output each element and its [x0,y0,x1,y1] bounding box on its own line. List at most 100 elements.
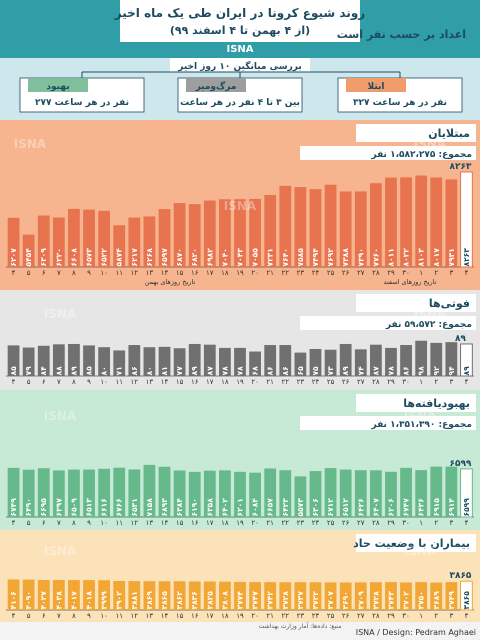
tick-label: ۲۴ [312,612,320,620]
bar-label: ۷۳ [326,366,335,376]
bar-label: ۹۸ [417,366,426,376]
bar [188,471,201,517]
bar [400,467,412,517]
tick-label: ۲۳ [297,519,305,527]
bar [158,346,171,376]
bar [294,476,307,517]
last-value-label: ۸۹ [455,334,466,344]
footer-source: منبع: داده‌ها: آمار وزارت بهداشت [259,621,342,630]
tick-label: ۲۰ [251,378,259,386]
bar [294,582,307,610]
tick-label: ۸ [72,378,76,386]
tick-label: ۴ [465,378,469,386]
tick-label: ۲۹ [387,378,395,386]
tick-label: ۲۱ [266,519,274,527]
bar-label: ۶۶۰۸ [69,248,78,267]
bar [52,344,65,376]
tick-label: ۲۲ [282,612,290,620]
summary-box-title: بهبود [46,82,69,92]
bar-label: ۳۷۲۲ [311,591,320,610]
bar-label: ۶۷۱۲ [326,498,335,517]
bar-label: ۶۷۴۷ [402,498,411,517]
watermark: ISNA [414,137,447,151]
tick-label: ۴ [465,612,469,620]
bar [460,580,473,611]
tick-label: ۲۹ [387,269,395,277]
tick-label: ۴ [465,269,469,277]
panel-total: مجموع: ۱،۵۸۲،۲۷۵ نفر [370,150,472,160]
bar-label: ۴۰۱۷ [69,591,78,610]
tick-label: ۱۵ [176,612,184,620]
bar-label: ۷۱ [115,366,124,375]
bar [68,580,80,610]
bar [294,352,307,376]
tick-label: ۲۷ [357,378,365,386]
watermark: ISNA [404,409,437,423]
bar-label: ۸۵ [85,366,94,376]
bar [400,345,412,376]
bar [279,582,292,610]
bar-label: ۷۶۹۲ [326,248,335,267]
tick-label: ۲۴ [312,519,320,527]
bar-label: ۳۸۸۱ [130,591,139,609]
tick-label: ۱۶ [191,378,199,386]
tick-label: ۲۵ [327,612,335,620]
bar-label: ۶۴۹۰ [24,498,33,516]
bar-label: ۳۸۰۸ [220,591,229,610]
tick-label: ۲۸ [372,378,380,386]
tick-label: ۲۰ [251,612,259,620]
bar [430,582,443,610]
bar-label: ۹۴ [447,366,456,376]
panel-title-box [356,124,476,142]
tick-label: ۱۷ [206,612,214,620]
panel-title: بهبودیافته‌ها [403,397,470,410]
bar [219,199,231,267]
watermark: ISNA [14,137,47,151]
bar [143,216,156,267]
agency-label: ISNA [226,44,253,55]
bar-label: ۶۰۸۴ [251,498,260,517]
tick-label: ۲۰ [251,519,259,527]
bar-label: ۴۰۱۸ [85,591,94,610]
bar [143,581,156,610]
bar [113,467,126,517]
bar [203,581,216,610]
bar-label: ۸۸ [54,366,63,376]
panel-total-box [300,146,476,160]
bar [113,225,126,267]
tick-label: ۲۷ [357,612,365,620]
bar [203,200,216,267]
bar [173,348,186,376]
tick-label: ۱۰ [100,519,108,527]
bar-label: ۶۲۱۷ [130,248,139,267]
bar [37,580,50,610]
tick-label: ۳۰ [402,378,410,386]
bar [188,581,201,610]
tick-label: ۱ [419,269,423,277]
bar-label: ۷۱۵۸ [145,498,154,517]
bar-label: ۶۲۰۱ [236,498,245,516]
tick-label: ۲۴ [312,269,320,277]
bar [339,343,352,376]
bar-label: ۶۹۱۵ [432,498,441,517]
last-value-label: ۸۲۶۳ [449,162,471,172]
bar [324,468,337,517]
bar-label: ۶۵ [296,366,305,376]
bar-label: ۶۵۹۷ [160,248,169,267]
bar [385,471,397,517]
tick-label: ۱۳ [146,378,154,386]
bar [324,582,337,610]
bar-label: ۳۷۲۸ [371,591,380,610]
watermark: ISNA [224,199,257,213]
tick-label: ۶ [42,269,46,277]
panel-title-box [356,394,476,412]
bar [128,581,141,610]
tick-label: ۱۴ [161,269,169,277]
tick-label: ۱۲ [131,269,139,277]
last-value-label: ۶۵۹۹ [449,459,471,469]
page-subtitle: (از ۴ بهمن تا ۴ اسفند ۹۹) [170,24,310,37]
tick-label: ۴ [12,378,16,386]
